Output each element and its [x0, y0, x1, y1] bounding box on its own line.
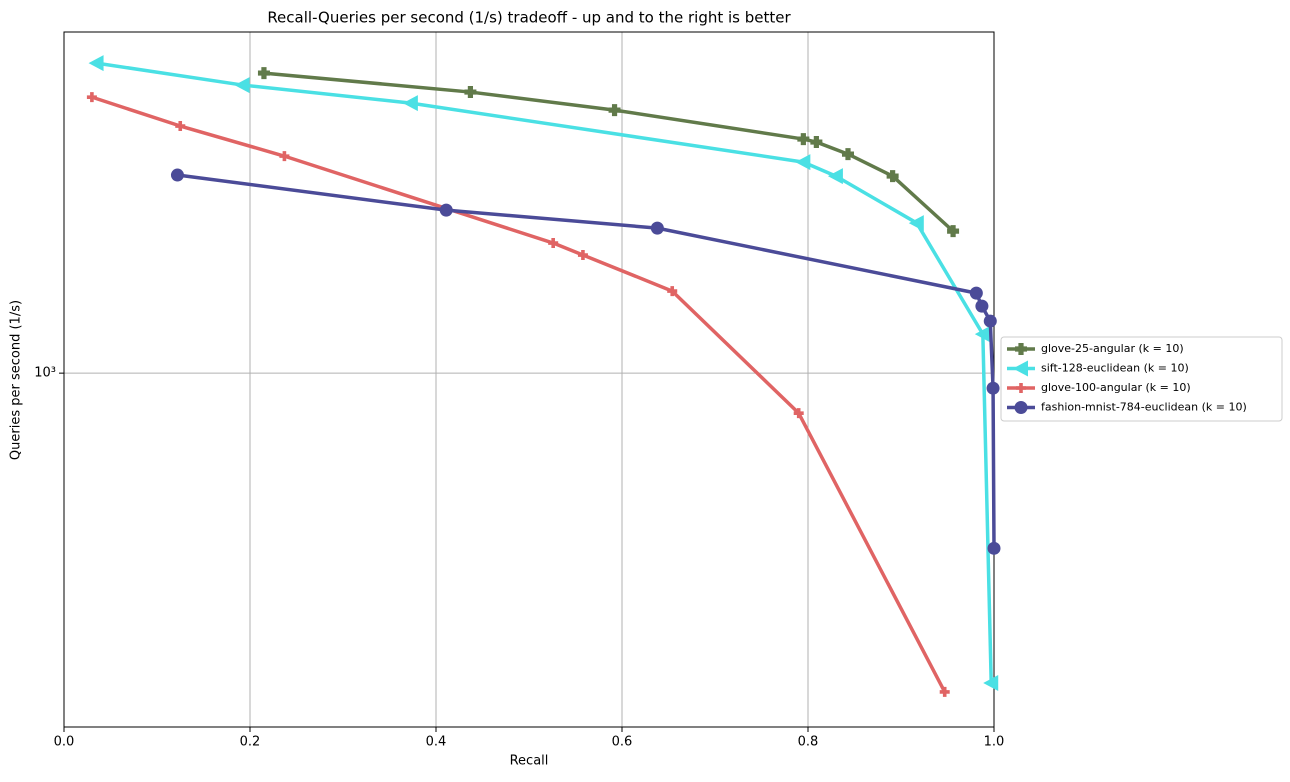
x-tick-label: 0.8: [798, 735, 819, 750]
marker: [402, 95, 418, 112]
x-tick-label: 1.0: [984, 735, 1005, 750]
marker: [810, 136, 823, 149]
marker: [577, 250, 588, 261]
series-line: [177, 173, 996, 549]
legend-label: glove-100-angular (k = 10): [1041, 381, 1191, 394]
marker: [908, 215, 924, 232]
legend-label: fashion-mnist-784-euclidean (k = 10): [1041, 401, 1247, 414]
marker: [975, 299, 989, 313]
marker: [1016, 383, 1026, 393]
marker: [608, 104, 621, 117]
marker: [1014, 401, 1028, 414]
series-line: [96, 61, 993, 684]
marker: [986, 381, 1000, 395]
legend-frame: [1000, 336, 1283, 422]
marker: [974, 326, 990, 343]
marker: [886, 170, 899, 183]
marker: [939, 686, 950, 697]
x-axis-label: Recall: [510, 754, 549, 769]
marker: [795, 154, 811, 171]
marker: [947, 225, 960, 238]
marker: [983, 314, 997, 328]
marker: [257, 67, 270, 80]
marker: [793, 408, 804, 419]
marker: [170, 168, 184, 182]
y-tick-label: 10³: [34, 366, 56, 381]
legend-label: glove-25-angular (k = 10): [1041, 342, 1184, 355]
marker: [175, 121, 186, 132]
marker: [464, 86, 477, 99]
marker: [86, 92, 97, 103]
x-tick-label: 0.2: [240, 735, 261, 750]
marker: [841, 148, 854, 161]
marker: [439, 203, 453, 217]
marker: [548, 238, 559, 249]
marker: [827, 168, 843, 185]
legend-label: sift-128-euclidean (k = 10): [1041, 362, 1189, 375]
chart-title: Recall-Queries per second (1/s) tradeoff…: [267, 9, 791, 27]
x-tick-label: 0.4: [426, 735, 447, 750]
marker: [797, 133, 810, 146]
marker: [969, 286, 983, 300]
marker: [987, 541, 1001, 555]
legend: glove-25-angular (k = 10) sift-128-euclid…: [1000, 336, 1283, 422]
x-tick-label: 0.0: [54, 735, 75, 750]
series-line: [91, 95, 947, 693]
y-axis-label: Queries per second (1/s): [9, 300, 24, 460]
series-line: [263, 71, 955, 233]
marker: [1013, 360, 1028, 377]
marker: [88, 55, 104, 72]
marker: [667, 286, 678, 297]
marker: [650, 221, 664, 235]
marker: [279, 151, 290, 162]
marker: [983, 675, 999, 692]
marker: [1015, 343, 1027, 355]
marker: [234, 77, 250, 94]
x-tick-label: 0.6: [612, 735, 633, 750]
plot-frame: [63, 31, 995, 728]
